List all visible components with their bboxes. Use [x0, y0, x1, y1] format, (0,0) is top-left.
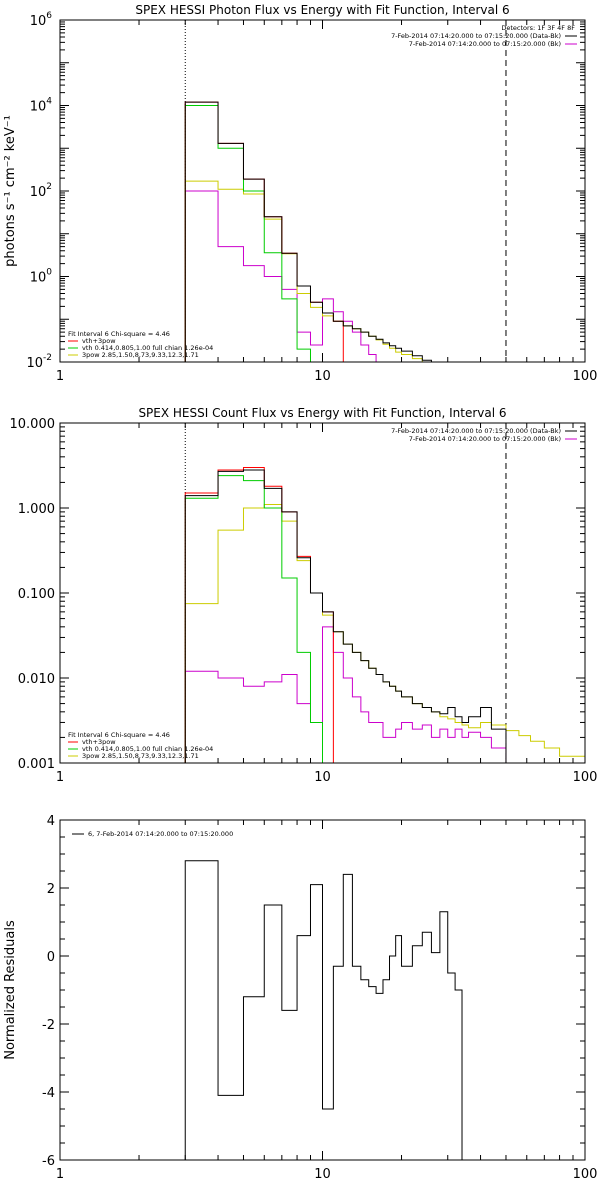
x-tick-label: 10 — [314, 770, 331, 785]
y-ticks — [60, 422, 585, 764]
fit-legend-label: 3pow 2.85,1.50,8.73,9.33,12.3,1.71 — [82, 351, 199, 359]
plot-frame — [59, 422, 586, 764]
y-axis-label: photons s⁻¹ cm⁻² keV⁻¹ — [3, 115, 18, 267]
y-axis-label: Normalized Residuals — [3, 920, 18, 1060]
y-tick-label: -6 — [42, 1154, 55, 1169]
fit-legend-label: 3pow 2.85,1.50,8.73,9.33,12.3,1.71 — [82, 752, 199, 760]
plot-frame — [59, 19, 586, 363]
y-tick-label: 10-2 — [26, 353, 52, 371]
fit-legend-title: Fit Interval 6 Chi-square = 4.46 — [68, 330, 170, 338]
x-tick-label: 100 — [573, 369, 598, 384]
y-tick-label: 102 — [30, 182, 52, 200]
plot-frame — [59, 819, 586, 1161]
y-tick-label: 4 — [47, 814, 55, 829]
series-group — [184, 101, 585, 362]
fit-legend-label: vth+3pow — [82, 738, 116, 746]
y-tick-label: 0 — [47, 950, 55, 965]
x-tick-label: 10 — [314, 1167, 331, 1182]
y-tick-label: 0.001 — [18, 757, 55, 772]
legend-entry-label: 7-Feb-2014 07:14:20.000 to 07:15:20.000 … — [409, 435, 561, 443]
series-data-bk — [184, 101, 507, 362]
legend-entry-label: 7-Feb-2014 07:14:20.000 to 07:15:20.000 … — [391, 427, 561, 435]
series-vth-3pow — [184, 466, 334, 763]
y-tick-label: 0.010 — [18, 672, 55, 687]
y-tick-label: -2 — [42, 1018, 55, 1033]
legend-title: Detectors: 1F 3F 4F 8F — [501, 24, 575, 32]
fit-legend-label: vth 0.414,0.805,1.00 full chian 1.26e-04 — [82, 344, 213, 352]
y-tick-label: 106 — [30, 11, 53, 29]
fit-legend-label: vth+3pow — [82, 337, 116, 345]
series-group — [184, 466, 585, 763]
photon-flux-panel: SPEX HESSI Photon Flux vs Energy with Fi… — [3, 3, 597, 384]
chart-title: SPEX HESSI Photon Flux vs Energy with Fi… — [135, 3, 509, 17]
series-3pow — [184, 503, 585, 763]
series-group — [184, 860, 463, 1160]
y-tick-label: 2 — [47, 882, 55, 897]
y-tick-label: 104 — [30, 97, 53, 115]
series-data-bk — [184, 469, 507, 763]
x-tick-label: 10 — [314, 369, 331, 384]
x-tick-label: 1 — [56, 770, 64, 785]
series-vth — [184, 475, 323, 763]
residuals-panel: 1 10 100 -6 -4 -2 0 2 4 Normalized Residuals 6, 7-… — [3, 814, 597, 1182]
legend-entry-label: 7-Feb-2014 07:14:20.000 to 07:15:20.000 … — [391, 32, 561, 40]
series-bk — [184, 190, 507, 362]
y-ticks — [60, 819, 585, 1161]
series-vth — [184, 105, 323, 362]
y-tick-label: 10.000 — [10, 417, 56, 432]
x-tick-label: 100 — [573, 770, 598, 785]
y-tick-label: 1.000 — [18, 502, 55, 517]
legend-entry-label: 7-Feb-2014 07:14:20.000 to 07:15:20.000 … — [409, 40, 561, 48]
x-tick-label: 1 — [56, 369, 64, 384]
x-tick-label: 100 — [573, 1167, 598, 1182]
fit-legend-title: Fit Interval 6 Chi-square = 4.46 — [68, 731, 170, 739]
count-flux-panel: SPEX HESSI Count Flux vs Energy with Fit… — [10, 406, 598, 785]
fit-legend-label: vth 0.414,0.805,1.00 full chian 1.26e-04 — [82, 745, 213, 753]
y-tick-label: 0.100 — [18, 587, 55, 602]
chart-title: SPEX HESSI Count Flux vs Energy with Fit… — [138, 406, 506, 420]
residual-legend-label: 6, 7-Feb-2014 07:14:20.000 to 07:15:20.0… — [88, 830, 233, 838]
y-tick-label: 100 — [30, 268, 53, 286]
y-tick-label: -4 — [42, 1086, 55, 1101]
series-residuals — [184, 860, 463, 1160]
series-3pow — [184, 180, 585, 362]
x-tick-label: 1 — [56, 1167, 64, 1182]
series-bk — [184, 626, 507, 763]
